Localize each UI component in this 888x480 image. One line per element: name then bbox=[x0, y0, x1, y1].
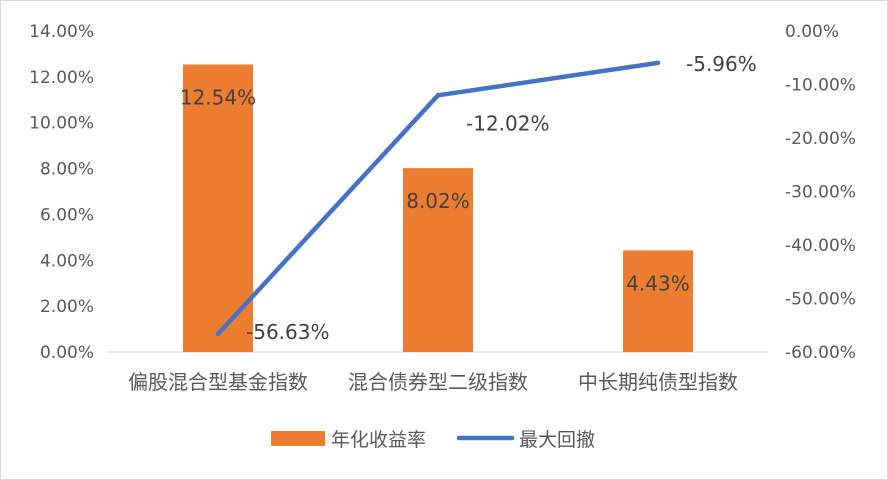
legend-bar-label: 年化收益率 bbox=[331, 429, 426, 451]
right-tick-label: -30.00% bbox=[785, 183, 856, 203]
bar-data-label: 12.54% bbox=[180, 85, 256, 109]
left-tick-label: 2.00% bbox=[40, 297, 94, 317]
left-tick-label: 14.00% bbox=[29, 22, 94, 42]
bar bbox=[623, 250, 693, 352]
bar bbox=[403, 168, 473, 352]
bar-data-label: 4.43% bbox=[626, 271, 690, 295]
left-tick-label: 12.00% bbox=[29, 68, 94, 88]
category-label: 混合债券型二级指数 bbox=[348, 370, 528, 394]
bar-data-label: 8.02% bbox=[406, 189, 470, 213]
left-tick-label: 10.00% bbox=[29, 114, 94, 134]
legend-line-label: 最大回撤 bbox=[519, 429, 595, 451]
left-tick-label: 0.00% bbox=[40, 343, 94, 363]
legend: 年化收益率 最大回撤 bbox=[271, 429, 595, 451]
right-tick-label: -40.00% bbox=[785, 236, 856, 256]
line-point bbox=[215, 331, 221, 337]
line-series bbox=[215, 60, 661, 337]
left-tick-label: 8.00% bbox=[40, 160, 94, 180]
right-tick-label: -60.00% bbox=[785, 343, 856, 363]
line-data-label: -56.63% bbox=[246, 320, 329, 344]
right-tick-label: -20.00% bbox=[785, 129, 856, 149]
line-point bbox=[655, 60, 661, 66]
line-point bbox=[435, 93, 441, 98]
right-tick-label: -10.00% bbox=[785, 76, 856, 96]
left-tick-label: 4.00% bbox=[40, 251, 94, 271]
bar-data-labels: 12.54% 8.02% 4.43% bbox=[180, 85, 690, 295]
line-data-label: -12.02% bbox=[466, 111, 549, 135]
left-axis-ticks: 0.00% 2.00% 4.00% 6.00% 8.00% 10.00% 12.00% 14.… bbox=[29, 22, 94, 363]
category-label: 中长期纯债型指数 bbox=[578, 370, 738, 394]
right-axis-ticks: -60.00% -50.00% -40.00% -30.00% -20.00% -10.0… bbox=[785, 22, 856, 363]
line-data-label: -5.96% bbox=[686, 52, 757, 76]
legend-bar-swatch bbox=[271, 431, 325, 446]
bar-series bbox=[183, 64, 693, 353]
category-label: 偏股混合型基金指数 bbox=[128, 370, 308, 394]
right-tick-label: -50.00% bbox=[785, 290, 856, 310]
category-labels: 偏股混合型基金指数 混合债券型二级指数 中长期纯债型指数 bbox=[128, 370, 738, 394]
right-tick-label: 0.00% bbox=[785, 22, 839, 42]
bar bbox=[183, 64, 253, 353]
line-data-labels: -56.63% -12.02% -5.96% bbox=[246, 52, 757, 344]
left-tick-label: 6.00% bbox=[40, 205, 94, 225]
